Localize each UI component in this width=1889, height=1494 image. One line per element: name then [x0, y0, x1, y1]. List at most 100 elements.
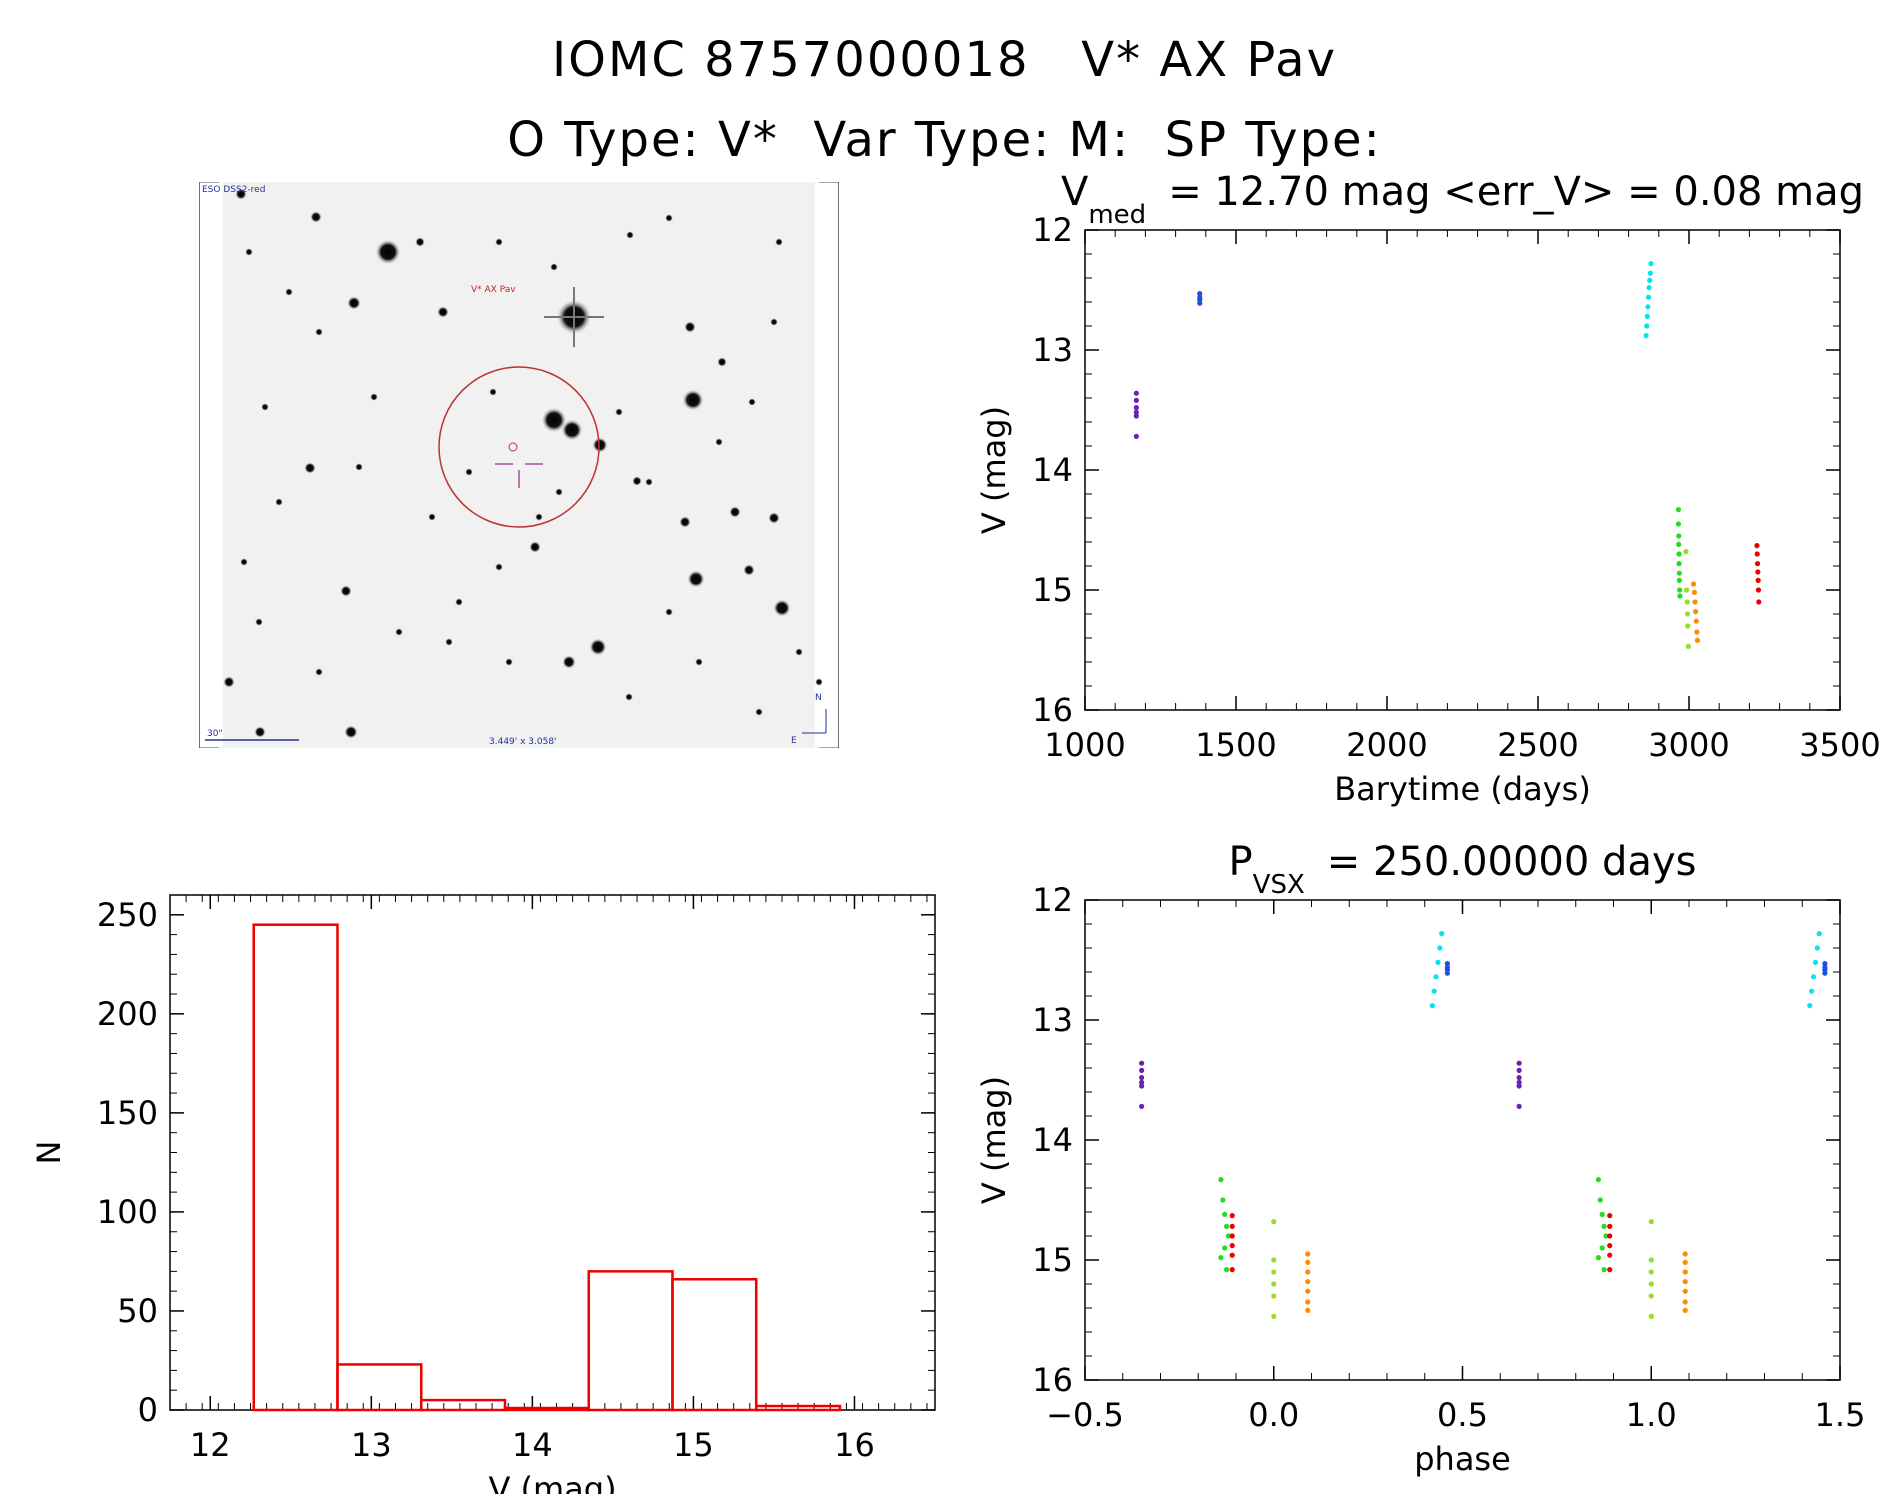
x-tick-label: 12 [190, 1426, 231, 1464]
point-yellowgreen [1685, 623, 1691, 629]
x-tick-label: −0.5 [1046, 1396, 1124, 1434]
y-tick-label: 16 [1032, 691, 1073, 729]
star-30 [665, 214, 673, 222]
phased-points [1139, 931, 1828, 1319]
phased-title-p: P [1229, 839, 1253, 885]
point-green [1677, 593, 1683, 599]
histogram-bar-0 [252, 923, 339, 1412]
point-cyan [1807, 1003, 1813, 1009]
point-green [1599, 1245, 1605, 1251]
point-yellowgreen [1648, 1269, 1654, 1275]
phased-ylabel: V (mag) [975, 1076, 1013, 1204]
phased-chart: PVSX = 250.00000 days −0.5 0.0 0.5 1.0 1.5 12 1… [975, 839, 1865, 1478]
star-13 [679, 516, 691, 528]
point-cyan [1812, 959, 1819, 965]
point-purple [1516, 1103, 1522, 1109]
point-orange [1305, 1288, 1311, 1294]
point-green [1676, 577, 1682, 583]
point-blue [1822, 961, 1828, 967]
object-name: V* AX Pav [1081, 32, 1337, 88]
histogram-chart: 12 13 14 15 16 0 50 100 150 200 250 V (mag) N [30, 894, 936, 1494]
x-tick-label: 15 [673, 1426, 714, 1464]
point-cyan [1429, 1003, 1435, 1009]
point-orange [1693, 609, 1699, 615]
point-blue [1444, 970, 1450, 976]
point-blue [1444, 967, 1450, 973]
star-47 [665, 608, 673, 616]
star-24 [310, 211, 322, 223]
phased-xlabel: phase [1414, 1440, 1511, 1478]
point-cyan [1645, 294, 1652, 300]
point-red [1229, 1233, 1235, 1239]
point-green [1676, 533, 1682, 539]
fov-label: 3.449' x 3.058' [489, 737, 557, 747]
point-green [1675, 521, 1682, 527]
point-blue [1822, 967, 1828, 973]
point-yellowgreen [1271, 1269, 1277, 1275]
star-35 [315, 328, 323, 336]
point-red [1607, 1233, 1613, 1239]
star-38 [370, 393, 378, 401]
point-red [1607, 1213, 1613, 1219]
y-tick-label: 150 [97, 1094, 158, 1132]
star-25 [235, 188, 247, 200]
star-23 [223, 676, 235, 688]
y-tick-label: 15 [1032, 1241, 1073, 1279]
point-blue [1822, 970, 1828, 976]
point-cyan [1814, 945, 1820, 951]
point-yellowgreen [1271, 1219, 1277, 1225]
star-48 [455, 598, 463, 606]
y-tick-label: 13 [1032, 1001, 1073, 1039]
x-tick-label: 14 [512, 1426, 553, 1464]
histogram-axes: 12 13 14 15 16 0 50 100 150 200 250 [97, 894, 936, 1464]
star-45 [815, 678, 823, 686]
point-yellowgreen [1684, 611, 1691, 617]
star-63 [245, 248, 253, 256]
lightcurve-chart: Vmed = 12.70 mag <err_V> = 0.08 mag 1000 1… [975, 169, 1880, 808]
point-red [1754, 551, 1760, 557]
y-tick-label: 16 [1032, 1361, 1073, 1399]
point-yellowgreen [1648, 1219, 1654, 1225]
lightcurve-title-rest: = 12.70 mag <err_V> = 0.08 mag [1168, 169, 1864, 215]
finder-stars [223, 188, 823, 739]
star-18 [717, 357, 727, 367]
point-purple [1139, 1067, 1145, 1073]
star-16 [592, 437, 608, 453]
point-purple [1516, 1083, 1522, 1089]
point-cyan [1645, 304, 1651, 310]
star-31 [775, 238, 783, 246]
histogram-bar-5 [671, 1278, 758, 1412]
star-41 [615, 408, 623, 416]
title-line-2: O Type: V* Var Type: M: SP Type: [0, 112, 1889, 168]
point-red [1229, 1252, 1235, 1258]
point-orange [1305, 1251, 1311, 1257]
star-22 [254, 726, 266, 738]
point-purple [1133, 405, 1139, 411]
point-green [1218, 1255, 1224, 1261]
phased-title: PVSX = 250.00000 days [1229, 839, 1697, 900]
finder-chart: ESO DSS2-red V* AX Pav 30" 3.449' x 3.05… [199, 182, 839, 748]
y-tick-label: 12 [1032, 211, 1073, 249]
point-purple [1516, 1075, 1522, 1081]
point-cyan [1437, 945, 1443, 951]
star-37 [495, 238, 503, 246]
point-cyan [1644, 313, 1650, 319]
title-line-1: IOMC 8757000018 V* AX Pav [0, 32, 1889, 88]
point-orange [1694, 629, 1700, 635]
otype-label: O Type: V* [507, 112, 779, 168]
point-cyan [1809, 988, 1815, 994]
x-tick-label: 1.0 [1626, 1396, 1677, 1434]
lightcurve-axes: 1000 1500 2000 2500 3000 3500 12 13 14 15 16 [1032, 211, 1880, 764]
target-circle [438, 366, 600, 528]
point-green [1599, 1211, 1605, 1217]
point-cyan [1647, 270, 1653, 276]
point-green [1218, 1177, 1224, 1183]
point-cyan [1439, 931, 1445, 937]
point-red [1229, 1213, 1235, 1219]
point-green [1676, 570, 1682, 576]
point-purple [1139, 1103, 1145, 1109]
point-orange [1692, 599, 1698, 605]
histogram-ylabel: N [30, 1141, 68, 1165]
point-red [1754, 543, 1760, 549]
